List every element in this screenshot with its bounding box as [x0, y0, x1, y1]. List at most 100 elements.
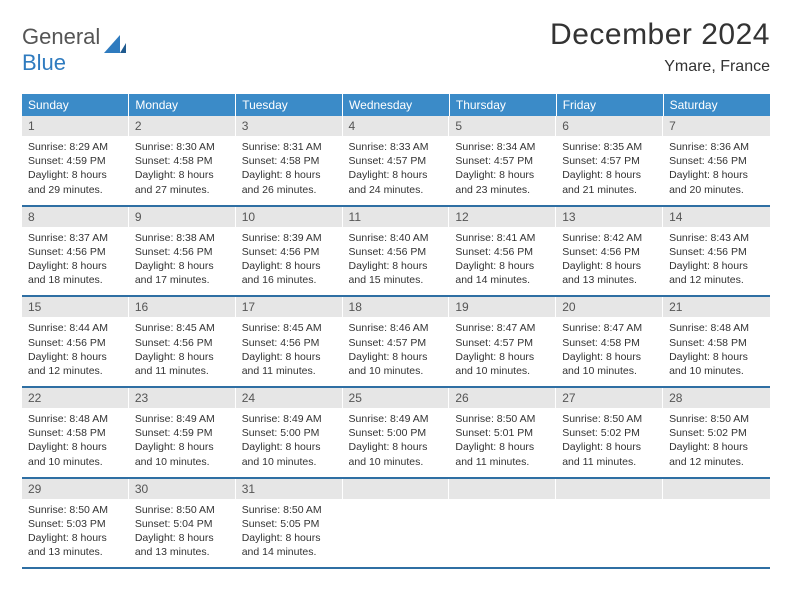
day-number: 3 — [236, 116, 343, 136]
day-cell: 27Sunrise: 8:50 AMSunset: 5:02 PMDayligh… — [556, 387, 663, 478]
day-number: 15 — [22, 297, 129, 317]
day-cell: 18Sunrise: 8:46 AMSunset: 4:57 PMDayligh… — [343, 296, 450, 387]
sunrise-line: Sunrise: 8:43 AM — [669, 231, 764, 245]
daylight-line: Daylight: 8 hours and 11 minutes. — [242, 350, 337, 378]
sunrise-line: Sunrise: 8:50 AM — [135, 503, 230, 517]
week-row: 8Sunrise: 8:37 AMSunset: 4:56 PMDaylight… — [22, 206, 770, 297]
sunset-line: Sunset: 4:56 PM — [135, 336, 230, 350]
dow-friday: Friday — [556, 94, 663, 116]
sunrise-line: Sunrise: 8:41 AM — [455, 231, 550, 245]
sunrise-line: Sunrise: 8:49 AM — [135, 412, 230, 426]
sunset-line: Sunset: 4:56 PM — [562, 245, 657, 259]
daylight-line: Daylight: 8 hours and 11 minutes. — [135, 350, 230, 378]
sunrise-line: Sunrise: 8:35 AM — [562, 140, 657, 154]
daylight-line: Daylight: 8 hours and 10 minutes. — [135, 440, 230, 468]
daylight-line: Daylight: 8 hours and 17 minutes. — [135, 259, 230, 287]
daylight-line: Daylight: 8 hours and 12 minutes. — [28, 350, 123, 378]
daylight-line: Daylight: 8 hours and 11 minutes. — [562, 440, 657, 468]
sunrise-line: Sunrise: 8:38 AM — [135, 231, 230, 245]
day-number: 17 — [236, 297, 343, 317]
day-body — [663, 499, 770, 563]
day-cell: 22Sunrise: 8:48 AMSunset: 4:58 PMDayligh… — [22, 387, 129, 478]
sunrise-line: Sunrise: 8:31 AM — [242, 140, 337, 154]
day-cell: 2Sunrise: 8:30 AMSunset: 4:58 PMDaylight… — [129, 116, 236, 206]
day-cell: 12Sunrise: 8:41 AMSunset: 4:56 PMDayligh… — [449, 206, 556, 297]
day-number — [663, 479, 770, 499]
sunset-line: Sunset: 4:56 PM — [669, 245, 764, 259]
sunset-line: Sunset: 4:57 PM — [562, 154, 657, 168]
title-block: December 2024 Ymare, France — [550, 18, 770, 76]
daylight-line: Daylight: 8 hours and 11 minutes. — [455, 440, 550, 468]
day-cell: 30Sunrise: 8:50 AMSunset: 5:04 PMDayligh… — [129, 478, 236, 569]
day-number: 25 — [343, 388, 450, 408]
day-number: 29 — [22, 479, 129, 499]
day-cell: 16Sunrise: 8:45 AMSunset: 4:56 PMDayligh… — [129, 296, 236, 387]
logo-word-blue: Blue — [22, 50, 66, 75]
day-cell: 31 Sunrise: 8:50 AMSunset: 5:05 PMDayligh… — [236, 478, 343, 569]
sunset-line: Sunset: 4:58 PM — [669, 336, 764, 350]
day-body: Sunrise: 8:40 AMSunset: 4:56 PMDaylight:… — [343, 227, 450, 296]
sunrise-line: Sunrise: 8:30 AM — [135, 140, 230, 154]
week-row: 29Sunrise: 8:50 AMSunset: 5:03 PMDayligh… — [22, 478, 770, 569]
sunset-line: Sunset: 4:58 PM — [28, 426, 123, 440]
daylight-line: Daylight: 8 hours and 13 minutes. — [28, 531, 123, 559]
daylight-line: Daylight: 8 hours and 27 minutes. — [135, 168, 230, 196]
day-cell: 29Sunrise: 8:50 AMSunset: 5:03 PMDayligh… — [22, 478, 129, 569]
day-cell: 17Sunrise: 8:45 AMSunset: 4:56 PMDayligh… — [236, 296, 343, 387]
day-body: Sunrise: 8:50 AMSunset: 5:04 PMDaylight:… — [129, 499, 236, 568]
sunrise-line: Sunrise: 8:50 AM — [28, 503, 123, 517]
dow-saturday: Saturday — [663, 94, 770, 116]
day-cell: 19Sunrise: 8:47 AMSunset: 4:57 PMDayligh… — [449, 296, 556, 387]
day-number: 11 — [343, 207, 450, 227]
day-body: Sunrise: 8:50 AMSunset: 5:02 PMDaylight:… — [663, 408, 770, 477]
sunrise-line: Sunrise: 8:50 AM — [562, 412, 657, 426]
logo-word-general: General — [22, 24, 100, 49]
day-cell — [556, 478, 663, 569]
day-number — [556, 479, 663, 499]
sunrise-line: Sunrise: 8:40 AM — [349, 231, 444, 245]
sunset-line: Sunset: 4:58 PM — [242, 154, 337, 168]
day-cell: 1Sunrise: 8:29 AMSunset: 4:59 PMDaylight… — [22, 116, 129, 206]
day-body: Sunrise: 8:45 AMSunset: 4:56 PMDaylight:… — [129, 317, 236, 386]
sunrise-line: Sunrise: 8:48 AM — [28, 412, 123, 426]
sunset-line: Sunset: 5:02 PM — [669, 426, 764, 440]
day-cell: 11Sunrise: 8:40 AMSunset: 4:56 PMDayligh… — [343, 206, 450, 297]
day-cell: 9Sunrise: 8:38 AMSunset: 4:56 PMDaylight… — [129, 206, 236, 297]
day-cell: 15Sunrise: 8:44 AMSunset: 4:56 PMDayligh… — [22, 296, 129, 387]
day-body: Sunrise: 8:47 AMSunset: 4:58 PMDaylight:… — [556, 317, 663, 386]
daylight-line: Daylight: 8 hours and 14 minutes. — [242, 531, 337, 559]
month-title: December 2024 — [550, 18, 770, 52]
sunset-line: Sunset: 5:05 PM — [242, 517, 337, 531]
day-body: Sunrise: 8:44 AMSunset: 4:56 PMDaylight:… — [22, 317, 129, 386]
daylight-line: Daylight: 8 hours and 29 minutes. — [28, 168, 123, 196]
day-cell: 10Sunrise: 8:39 AMSunset: 4:56 PMDayligh… — [236, 206, 343, 297]
day-number: 20 — [556, 297, 663, 317]
week-row: 22Sunrise: 8:48 AMSunset: 4:58 PMDayligh… — [22, 387, 770, 478]
day-number: 28 — [663, 388, 770, 408]
calendar-body: 1Sunrise: 8:29 AMSunset: 4:59 PMDaylight… — [22, 116, 770, 568]
sunrise-line: Sunrise: 8:45 AM — [242, 321, 337, 335]
sunrise-line: Sunrise: 8:50 AM — [242, 503, 337, 517]
day-number: 8 — [22, 207, 129, 227]
day-body: Sunrise: 8:47 AMSunset: 4:57 PMDaylight:… — [449, 317, 556, 386]
sunset-line: Sunset: 4:59 PM — [135, 426, 230, 440]
day-number: 16 — [129, 297, 236, 317]
day-number: 9 — [129, 207, 236, 227]
sunset-line: Sunset: 5:00 PM — [349, 426, 444, 440]
logo-text: General Blue — [22, 24, 100, 76]
dow-tuesday: Tuesday — [236, 94, 343, 116]
day-number: 31 — [236, 479, 343, 499]
sunset-line: Sunset: 4:57 PM — [455, 154, 550, 168]
sunset-line: Sunset: 4:56 PM — [28, 245, 123, 259]
sunrise-line: Sunrise: 8:45 AM — [135, 321, 230, 335]
day-number: 13 — [556, 207, 663, 227]
daylight-line: Daylight: 8 hours and 10 minutes. — [242, 440, 337, 468]
day-body: Sunrise: 8:34 AMSunset: 4:57 PMDaylight:… — [449, 136, 556, 205]
location: Ymare, France — [550, 58, 770, 76]
sunrise-line: Sunrise: 8:49 AM — [242, 412, 337, 426]
daylight-line: Daylight: 8 hours and 15 minutes. — [349, 259, 444, 287]
sunrise-line: Sunrise: 8:46 AM — [349, 321, 444, 335]
day-cell: 20Sunrise: 8:47 AMSunset: 4:58 PMDayligh… — [556, 296, 663, 387]
daylight-line: Daylight: 8 hours and 13 minutes. — [562, 259, 657, 287]
day-body: Sunrise: 8:29 AMSunset: 4:59 PMDaylight:… — [22, 136, 129, 205]
